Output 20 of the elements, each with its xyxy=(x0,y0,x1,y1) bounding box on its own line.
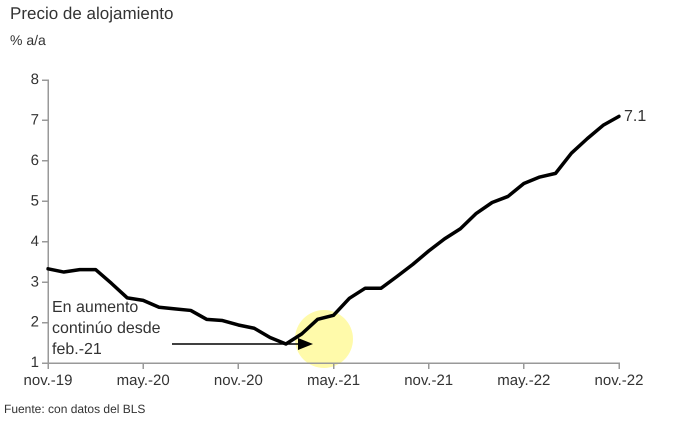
y-tick-label: 7 xyxy=(30,112,39,129)
chart-title: Precio de alojamiento xyxy=(10,4,174,24)
y-tick-label: 1 xyxy=(30,354,39,372)
y-tick-label: 4 xyxy=(30,232,39,250)
annotation: En aumento continúo desde feb.-21 xyxy=(52,298,162,360)
source-note: Fuente: con datos del BLS xyxy=(4,402,146,416)
x-tick-label: nov.-19 xyxy=(24,372,72,390)
y-tick-label: 3 xyxy=(30,273,39,290)
x-tick-label: may.-22 xyxy=(497,372,550,390)
y-tick-label: 2 xyxy=(30,314,39,331)
data-label: 7.1 xyxy=(624,108,646,125)
x-tick-label: nov.-22 xyxy=(594,372,644,390)
x-tick-label: may.-21 xyxy=(306,372,360,390)
y-tick-label: 6 xyxy=(30,152,39,169)
x-tick-label: nov.-21 xyxy=(404,372,454,390)
y-tick-label: 5 xyxy=(30,192,39,210)
x-tick-label: may.-20 xyxy=(116,372,170,390)
y-axis-title: % a/a xyxy=(10,32,46,48)
y-tick-label: 8 xyxy=(30,71,39,88)
x-tick-label: nov.-20 xyxy=(214,372,263,390)
